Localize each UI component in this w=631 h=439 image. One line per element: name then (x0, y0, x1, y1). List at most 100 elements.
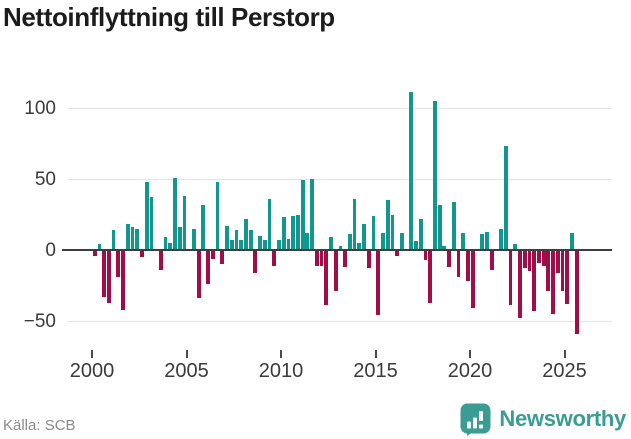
bar (140, 250, 144, 258)
bar (201, 204, 206, 250)
bar (121, 250, 125, 310)
bar (343, 250, 348, 268)
bar (144, 181, 149, 250)
bar (541, 250, 546, 266)
bar (262, 240, 267, 250)
x-tick-label: 2005 (164, 360, 209, 382)
bar (234, 230, 239, 250)
bar (135, 228, 140, 250)
bar (333, 250, 338, 292)
gridline (67, 320, 612, 322)
bar (546, 250, 551, 292)
gridline (67, 107, 612, 109)
bar (125, 224, 130, 250)
bar (130, 227, 135, 250)
chart-title: Nettoinflyttning till Perstorp (3, 2, 335, 32)
bar (565, 250, 570, 304)
bar (210, 250, 215, 259)
bar (149, 197, 154, 250)
bar (399, 232, 404, 250)
bar (499, 228, 503, 250)
bar (206, 250, 210, 285)
bar (173, 177, 177, 250)
bar (461, 232, 466, 250)
bar (267, 198, 272, 250)
bar (111, 230, 116, 250)
bar (513, 244, 518, 250)
source-label: Källa: SCB (3, 417, 76, 434)
bar (508, 250, 513, 306)
x-tick (563, 350, 566, 358)
bar (92, 250, 97, 256)
bar (196, 250, 201, 299)
x-tick-label: 2000 (69, 360, 115, 382)
bar (433, 100, 437, 250)
x-tick-label: 2015 (353, 360, 398, 382)
bar (574, 250, 579, 334)
bar (357, 242, 362, 250)
bar (102, 250, 107, 297)
bar (480, 234, 485, 250)
bar (466, 250, 470, 282)
bar (272, 250, 277, 266)
gridline (67, 178, 612, 180)
bar (281, 217, 286, 250)
zero-line (62, 249, 612, 251)
bar (347, 234, 352, 250)
bar (381, 232, 385, 250)
bar (390, 214, 395, 250)
bar (451, 201, 456, 250)
bar (329, 237, 333, 250)
bar (220, 250, 225, 265)
x-tick (280, 350, 283, 358)
bar (106, 250, 111, 303)
y-tick-label: 50 (34, 168, 56, 190)
newsworthy-logo: Newsworthy (459, 402, 626, 436)
bar (395, 250, 400, 256)
bar (310, 179, 314, 250)
bar (532, 250, 537, 312)
bar (168, 242, 173, 250)
bar (503, 146, 508, 250)
bar (560, 250, 565, 292)
bar (414, 241, 418, 250)
bar (163, 237, 168, 250)
bar (366, 250, 371, 269)
bar (362, 224, 366, 250)
bar (376, 250, 381, 316)
bar (319, 250, 324, 266)
bar (158, 250, 163, 270)
x-tick (185, 350, 188, 358)
bar (239, 240, 244, 250)
bar (352, 198, 357, 250)
bar (192, 228, 196, 250)
bar (258, 235, 262, 250)
bar (522, 250, 527, 269)
bar (570, 232, 574, 250)
bar (418, 218, 423, 250)
x-tick-label: 2020 (447, 360, 493, 382)
bar (229, 240, 234, 250)
bar (489, 250, 494, 270)
bar (371, 215, 376, 250)
x-tick-label: 2010 (258, 360, 304, 382)
bar (555, 250, 560, 273)
bar (527, 250, 532, 272)
bar (456, 250, 461, 277)
newsworthy-logo-text: Newsworthy (499, 406, 626, 431)
x-tick (374, 350, 377, 358)
bar (97, 244, 102, 250)
bar (470, 250, 475, 309)
bar (314, 250, 319, 266)
bar (423, 250, 428, 260)
bar (324, 250, 329, 306)
bar (277, 240, 281, 250)
bar (248, 230, 253, 250)
bar (485, 231, 489, 250)
bar (428, 250, 433, 303)
bar (253, 250, 258, 273)
bar (286, 238, 291, 250)
bar (447, 250, 451, 268)
